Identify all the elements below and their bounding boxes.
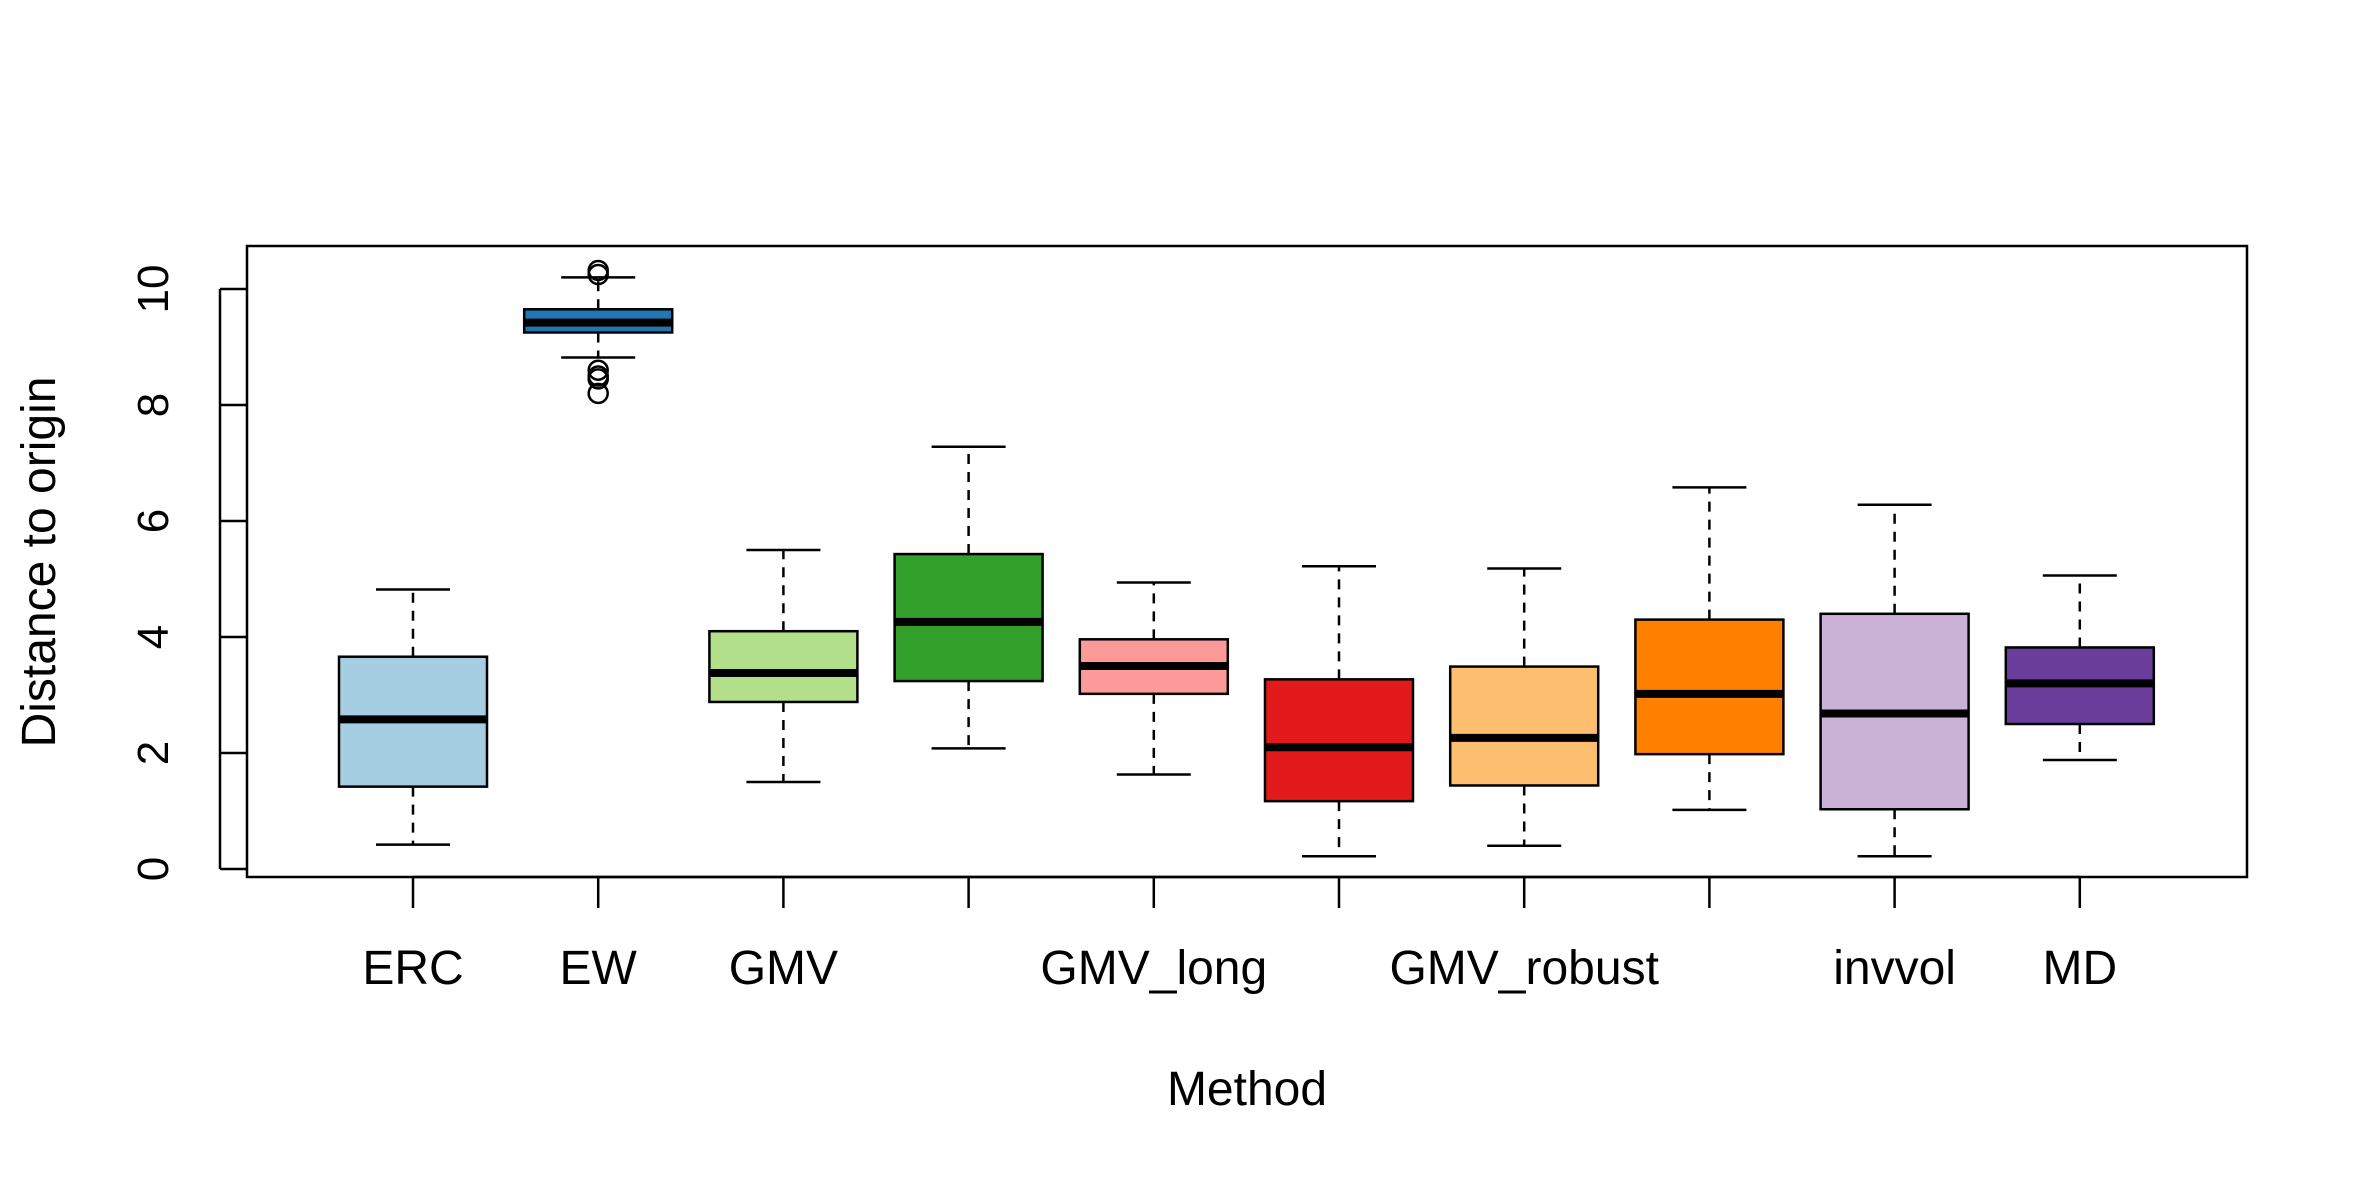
y-tick-label: 0 — [129, 857, 178, 881]
box-iqr — [708, 629, 859, 704]
y-tick-label: 4 — [129, 625, 178, 649]
box-group — [893, 445, 1044, 750]
x-axis-title: Method — [1167, 1063, 1327, 1116]
box-iqr — [893, 552, 1044, 683]
box-group — [1448, 567, 1600, 848]
box-group — [708, 548, 859, 784]
box-iqr — [1263, 678, 1415, 803]
box-iqr — [1634, 618, 1785, 756]
y-tick-label: 2 — [129, 741, 178, 765]
box-group — [1819, 503, 1970, 858]
outlier-point — [587, 368, 609, 390]
x-tick-label: EW — [560, 942, 638, 995]
x-tick-label: GMV_long — [1040, 942, 1267, 995]
box-group — [2004, 574, 2156, 762]
y-tick-label: 10 — [129, 265, 178, 314]
box-group — [337, 588, 489, 846]
x-axis: ERC EW GMV GMV_long GMV_robust invvol MD — [362, 875, 2117, 995]
outlier-point — [587, 359, 609, 381]
y-axis-title: Distance to origin — [13, 377, 66, 748]
x-tick-label: GMV_robust — [1389, 942, 1658, 995]
y-tick-label: 8 — [129, 393, 178, 417]
box-group — [1078, 581, 1230, 776]
box-group — [1263, 564, 1415, 858]
outlier-point — [587, 263, 609, 286]
y-axis: 0 2 4 6 8 10 — [129, 265, 247, 881]
x-tick-label: GMV — [729, 942, 838, 995]
boxes — [337, 259, 2156, 858]
outlier-point — [587, 382, 609, 405]
x-tick-label: MD — [2042, 942, 2117, 995]
x-tick-label: invvol — [1833, 942, 1956, 995]
x-tick-label: ERC — [362, 942, 463, 995]
box-group — [522, 259, 674, 405]
y-tick-label: 6 — [129, 509, 178, 533]
box-iqr — [1448, 665, 1600, 787]
box-group — [1634, 486, 1785, 812]
